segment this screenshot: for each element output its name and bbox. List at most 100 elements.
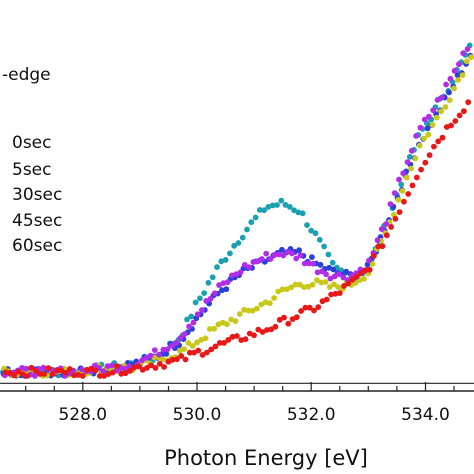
data-point: [248, 219, 255, 226]
data-point: [282, 202, 289, 208]
data-point: [459, 72, 466, 79]
data-point: [212, 343, 219, 350]
data-point: [452, 118, 459, 124]
data-point: [332, 290, 339, 297]
data-point: [254, 258, 261, 265]
data-point: [246, 264, 252, 271]
data-point: [293, 314, 300, 321]
data-point: [156, 360, 163, 367]
data-point: [54, 367, 60, 373]
data-point: [341, 283, 347, 289]
data-point: [109, 369, 116, 376]
data-point: [235, 240, 242, 246]
data-point: [221, 340, 227, 346]
data-point: [417, 124, 424, 131]
data-point: [177, 335, 184, 341]
data-point: [197, 295, 203, 302]
data-point: [435, 138, 442, 145]
data-point: [32, 367, 39, 374]
series-5sec: [0, 52, 474, 379]
data-point: [456, 61, 462, 68]
data-point: [460, 50, 467, 57]
data-point: [251, 332, 257, 339]
data-point: [345, 280, 352, 287]
data-point: [451, 85, 457, 92]
data-point: [329, 259, 336, 266]
data-point: [237, 269, 244, 276]
data-point: [2, 369, 9, 376]
data-point: [122, 370, 129, 377]
data-point: [331, 273, 338, 280]
data-point: [288, 284, 295, 291]
data-point: [401, 198, 407, 205]
data-point: [19, 365, 25, 371]
data-point: [322, 279, 329, 285]
legend-label-5sec: 5sec: [12, 160, 51, 180]
data-point: [209, 274, 216, 281]
data-point: [353, 273, 360, 280]
data-point: [181, 346, 188, 352]
data-point: [276, 316, 283, 323]
legend-label-45sec: 45sec: [12, 211, 62, 231]
data-point: [272, 323, 279, 330]
data-point: [216, 340, 223, 346]
data-point: [403, 174, 410, 181]
data-point: [468, 54, 474, 61]
data-point: [398, 181, 405, 188]
data-point: [238, 337, 245, 343]
data-point: [442, 104, 449, 110]
data-point: [286, 204, 293, 210]
data-point: [325, 251, 332, 258]
x-tick-label: 532.0: [287, 405, 336, 425]
data-point: [45, 365, 52, 371]
series-45sec: [2, 46, 471, 379]
data-point: [424, 125, 431, 132]
data-point: [318, 279, 325, 286]
data-point: [455, 77, 462, 83]
data-point: [446, 89, 452, 96]
data-point: [326, 284, 333, 290]
data-point: [216, 282, 223, 288]
data-point: [361, 276, 367, 282]
data-point: [463, 58, 470, 65]
data-point: [425, 131, 432, 138]
data-point: [464, 46, 471, 52]
data-point: [164, 346, 171, 352]
data-point: [418, 166, 424, 173]
data-point: [256, 207, 263, 213]
data-point: [201, 290, 208, 296]
data-point: [118, 370, 125, 377]
data-point: [231, 242, 238, 249]
data-point: [263, 250, 270, 257]
data-point: [100, 368, 107, 375]
data-point: [181, 331, 188, 337]
data-point: [311, 307, 317, 314]
data-point: [308, 227, 315, 234]
data-point: [41, 371, 47, 377]
data-points: [0, 42, 474, 379]
data-point: [195, 347, 202, 354]
data-point: [335, 284, 342, 290]
data-point: [192, 299, 199, 306]
data-point: [316, 236, 323, 243]
data-point: [280, 252, 287, 259]
data-point: [96, 373, 103, 379]
data-point: [232, 318, 239, 324]
data-point: [301, 260, 308, 267]
data-point: [144, 365, 150, 371]
x-tick-label: 534.0: [401, 405, 450, 425]
data-point: [302, 304, 309, 311]
legend: 0sec 5sec 30sec 45sec 60sec: [12, 133, 62, 256]
data-point: [405, 191, 412, 197]
data-point: [279, 286, 286, 293]
data-point: [275, 288, 282, 295]
data-point: [229, 333, 236, 340]
data-point: [400, 170, 407, 177]
data-point: [189, 343, 196, 349]
data-point: [438, 108, 444, 115]
data-point: [245, 307, 252, 314]
data-point: [299, 210, 306, 217]
data-point: [204, 349, 210, 356]
data-point: [227, 250, 233, 257]
data-point: [328, 291, 334, 298]
